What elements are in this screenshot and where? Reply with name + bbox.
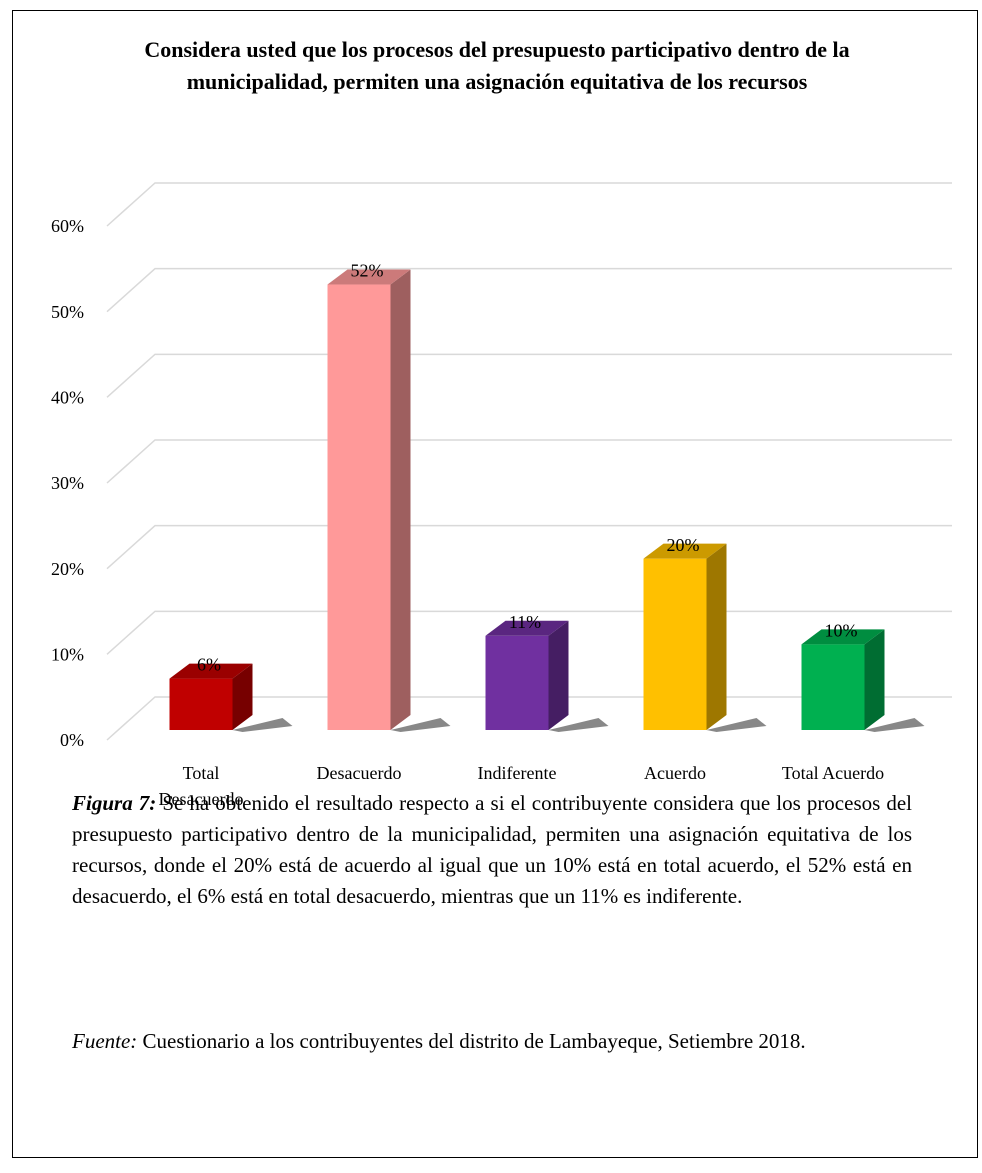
source: Fuente: Cuestionario a los contribuyente… — [72, 1026, 912, 1057]
y-tick-label: 0% — [60, 730, 84, 750]
y-tick-label: 20% — [51, 559, 84, 579]
x-tick-label: Desacuerdo — [316, 763, 402, 783]
bar-top — [485, 620, 569, 636]
bar — [169, 678, 233, 730]
data-label: 10% — [825, 620, 858, 640]
data-label: 52% — [351, 261, 384, 281]
caption-label: Figura 7: — [72, 791, 157, 815]
bar — [801, 644, 865, 730]
bar-side — [864, 629, 885, 730]
bar-shadow — [706, 718, 767, 732]
chart-title: Considera usted que los procesos del pre… — [144, 37, 850, 94]
grid-line — [106, 353, 952, 398]
bar-shadow — [548, 718, 609, 732]
x-tick-label: Total Acuerdo — [781, 763, 885, 783]
bar-top — [801, 629, 885, 645]
y-tick-label: 10% — [51, 644, 84, 664]
bar-shadow — [232, 718, 293, 732]
y-tick-label: 60% — [51, 216, 84, 236]
grid-line — [106, 267, 952, 313]
bar — [327, 284, 391, 730]
bar-shadow — [390, 718, 451, 732]
bar-side — [232, 663, 253, 730]
grid-line — [106, 524, 952, 570]
data-label: 6% — [197, 655, 221, 675]
y-tick-label: 50% — [51, 302, 84, 322]
bar-top — [327, 269, 411, 285]
x-tick-label: Acuerdo — [644, 763, 706, 783]
grid-line — [106, 182, 952, 227]
bar-side — [390, 269, 411, 730]
x-tick-label: Total Desacuerdo — [158, 763, 244, 809]
source-label: Fuente: — [72, 1029, 138, 1053]
y-tick-label: 30% — [51, 473, 84, 493]
source-text: Cuestionario a los contribuyentes del di… — [142, 1029, 806, 1053]
grid-line — [106, 439, 952, 484]
y-tick-label: 40% — [51, 387, 84, 407]
frame — [12, 10, 978, 1158]
bar-shadow — [864, 718, 925, 732]
data-label: 20% — [667, 535, 700, 555]
caption: Figura 7: Se ha obtenido el resultado re… — [72, 788, 912, 912]
bar — [485, 635, 549, 730]
x-tick-label: Indiferente — [477, 763, 557, 783]
data-label: 11% — [509, 612, 541, 632]
bar-top — [169, 663, 253, 679]
bar — [643, 558, 707, 730]
bar-top — [643, 543, 727, 559]
bar-side — [548, 620, 569, 730]
bar-side — [706, 543, 727, 730]
caption-text: Se ha obtenido el resultado respecto a s… — [72, 791, 913, 908]
